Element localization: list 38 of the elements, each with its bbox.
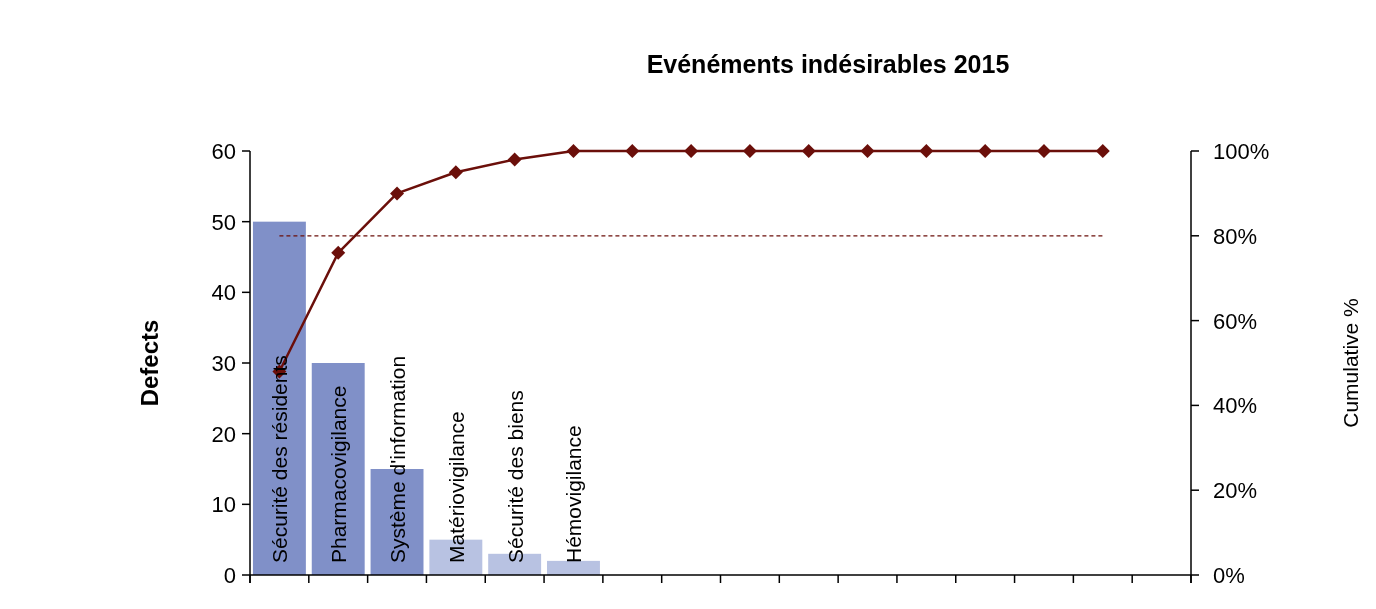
y2-tick-label: 0% <box>1213 563 1245 588</box>
y-axis-title: Defects <box>136 319 163 407</box>
y-tick-label: 10 <box>211 492 236 518</box>
x-tick-label: Matériovigilance <box>444 411 468 563</box>
y-tick-label: 50 <box>211 209 236 235</box>
x-tick-label: Sécurité des biens <box>503 390 527 563</box>
y2-tick-label: 20% <box>1213 478 1258 504</box>
x-tick-label: Hémovigilance <box>562 425 586 563</box>
point <box>507 152 522 167</box>
point <box>742 144 757 158</box>
point <box>801 144 816 158</box>
y2-tick-label: 100% <box>1213 139 1270 164</box>
point <box>978 144 993 158</box>
y-tick-label: 0 <box>223 563 236 588</box>
point <box>390 186 405 201</box>
point <box>684 144 699 158</box>
y2-axis-title: Cumulative % <box>1339 298 1362 428</box>
y-tick-label: 30 <box>211 351 236 376</box>
x-tick-label: Pharmacovigilance <box>327 385 351 563</box>
chart-title: Evénéments indésirables 2015 <box>646 50 1010 78</box>
point <box>448 165 463 180</box>
y2-tick-label: 60% <box>1213 308 1258 334</box>
y2-tick-label: 40% <box>1213 393 1258 419</box>
point <box>331 245 346 260</box>
point <box>860 144 875 158</box>
y-tick-label: 60 <box>211 139 236 164</box>
point <box>566 144 581 158</box>
point <box>1036 144 1051 158</box>
x-tick-label: Système d'information <box>386 355 410 563</box>
y-tick-label: 40 <box>211 280 236 306</box>
point <box>625 144 640 158</box>
y-tick-label: 20 <box>211 421 236 447</box>
bar <box>547 560 600 575</box>
x-tick-label: Sécurité des résidents <box>268 355 292 563</box>
bar <box>252 221 306 575</box>
y2-tick-label: 80% <box>1213 223 1258 249</box>
point <box>919 144 934 158</box>
point <box>1095 144 1110 158</box>
